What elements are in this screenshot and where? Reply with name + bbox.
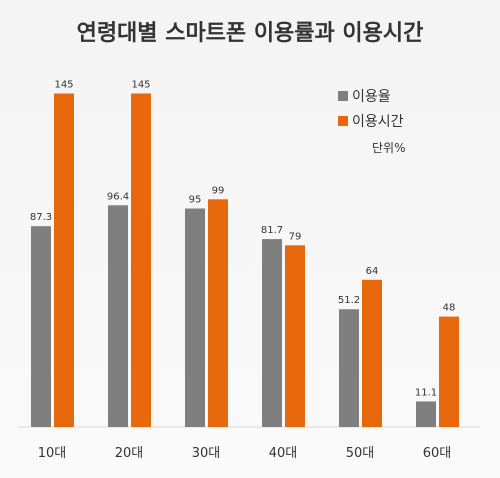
data-labels-group: 87.3 145 96.4 145 95 99 81.7 79 51.2 64 11.1 48 — [30, 80, 456, 399]
bar-usage-time-1 — [131, 93, 151, 427]
bar-usage-rate-0 — [31, 226, 51, 427]
data-label-usage-rate-4: 51.2 — [338, 295, 360, 306]
data-label-usage-rate-2: 95 — [189, 195, 202, 206]
data-label-usage-rate-5: 11.1 — [415, 387, 437, 398]
x-tick-labels-group: 10대 20대 30대 40대 50대 60대 — [38, 446, 452, 461]
legend-swatch-usage-rate — [338, 91, 348, 101]
bar-usage-rate-4 — [339, 309, 359, 427]
chart-title: 연령대별 스마트폰 이용률과 이용시간 — [77, 21, 424, 46]
bars-group — [31, 93, 459, 427]
data-label-usage-rate-0: 87.3 — [30, 212, 52, 223]
data-label-usage-time-4: 64 — [366, 266, 379, 277]
data-label-usage-time-1: 145 — [131, 80, 150, 91]
data-label-usage-rate-1: 96.4 — [107, 191, 129, 202]
bar-usage-time-5 — [439, 316, 459, 427]
data-label-usage-time-3: 79 — [289, 231, 302, 242]
x-tick-label-2: 30대 — [192, 446, 221, 461]
bar-usage-rate-3 — [262, 239, 282, 427]
bar-usage-rate-2 — [185, 208, 205, 427]
data-label-usage-time-2: 99 — [212, 185, 225, 196]
data-label-usage-rate-3: 81.7 — [261, 225, 283, 236]
bar-usage-time-0 — [54, 93, 74, 427]
legend-label-usage-rate: 이용율 — [352, 89, 391, 105]
unit-note: 단위% — [372, 141, 405, 155]
bar-usage-time-2 — [208, 199, 228, 427]
x-tick-label-3: 40대 — [269, 446, 298, 461]
legend-swatch-usage-time — [338, 116, 348, 126]
data-label-usage-time-5: 48 — [443, 303, 456, 314]
x-tick-label-0: 10대 — [38, 446, 67, 461]
bar-usage-time-4 — [362, 279, 382, 427]
legend: 이용율 이용시간 단위% — [338, 89, 405, 155]
x-tick-label-1: 20대 — [115, 446, 144, 461]
bar-usage-time-3 — [285, 245, 305, 427]
x-tick-label-4: 50대 — [346, 446, 375, 461]
legend-label-usage-time: 이용시간 — [352, 114, 404, 130]
data-label-usage-time-0: 145 — [54, 80, 73, 91]
x-tick-label-5: 60대 — [423, 446, 452, 461]
bar-usage-rate-5 — [416, 401, 436, 427]
bar-usage-rate-1 — [108, 205, 128, 427]
